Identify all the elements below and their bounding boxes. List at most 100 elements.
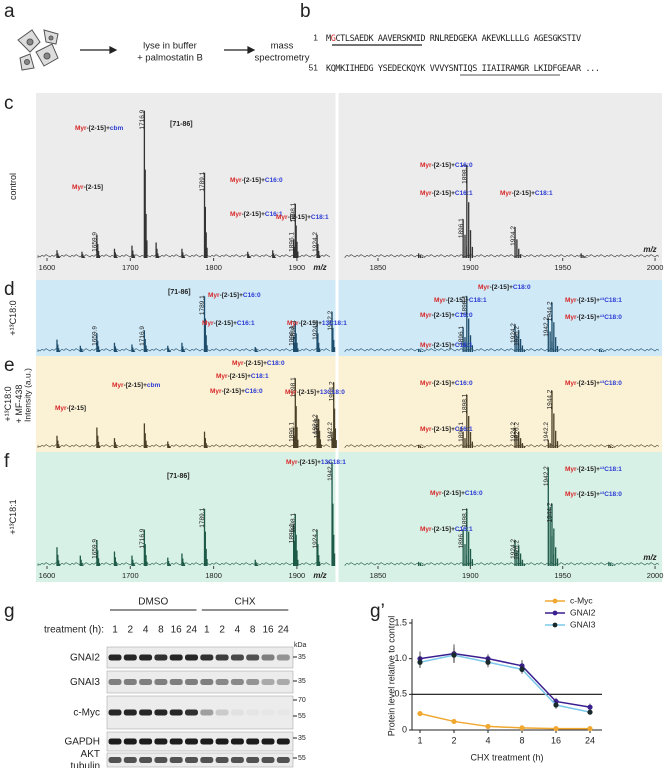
peak-label: 1924.2: [510, 323, 517, 343]
band: [154, 679, 168, 685]
x-tick-label: 1: [417, 735, 422, 745]
annotation-part: C16:0: [465, 490, 483, 497]
baseline-noise: [37, 444, 331, 448]
annotation-part: C18:1: [251, 373, 269, 380]
peak: [514, 324, 522, 352]
band: [154, 757, 168, 763]
x-tick-label: 1600: [39, 571, 56, 580]
series-line: [419, 712, 590, 730]
protein-label: AKT tubulin: [71, 749, 100, 768]
annotation-part: -[2-15]+: [577, 297, 601, 304]
peak-label: 1898.1: [462, 507, 469, 527]
peak: [293, 239, 297, 258]
protein-line: GNAI2: [70, 652, 100, 663]
annotation-part: -[2-15]+: [242, 211, 266, 218]
baseline-noise: [344, 254, 660, 258]
annotation-part: -[2-15]+: [442, 490, 466, 497]
annotation-part: Myr: [420, 342, 432, 349]
group-label: CHX: [234, 597, 255, 608]
protein-label: GAPDH: [64, 736, 100, 747]
annotation-part: Myr: [434, 297, 446, 304]
peak-label: 1942.2: [327, 310, 334, 330]
peak: [462, 219, 470, 258]
annotation-part: -[2-15]+: [220, 292, 244, 299]
peak: [551, 302, 559, 352]
legend-marker: [552, 610, 558, 616]
peak: [580, 253, 588, 258]
peak-annotation: Myr-[2-15]+C16:1: [420, 190, 473, 197]
peak: [131, 245, 136, 258]
peak-label: 1896.1: [458, 422, 465, 442]
peak: [167, 441, 171, 448]
annotation-part: Myr: [210, 388, 222, 395]
band: [169, 738, 183, 745]
annotation-part: C16:1: [455, 190, 473, 197]
peak: [203, 508, 208, 566]
band: [261, 757, 275, 763]
peak-label: 1716.9: [139, 528, 146, 548]
panel-label: g’: [370, 601, 385, 622]
annotation-part: ¹³C18:0: [600, 314, 622, 321]
annotation-part: C16:0: [243, 292, 261, 299]
sequence-part: G: [331, 34, 336, 44]
protein-line: tubulin: [71, 761, 100, 768]
peak: [294, 378, 299, 448]
annotation-part: -[2-15]+: [512, 190, 536, 197]
annotation-part: Myr: [430, 490, 442, 497]
band: [169, 654, 183, 661]
protein-label: c-Myc: [73, 707, 100, 718]
band: [246, 757, 260, 763]
peak: [79, 345, 84, 352]
annotation-part: -[2-15]+: [432, 426, 456, 433]
data-point: [451, 652, 457, 658]
band: [215, 679, 229, 685]
peak-label: 1942.2: [327, 461, 334, 481]
peak-label: 1944.2: [547, 389, 554, 409]
band: [230, 757, 244, 763]
band: [246, 679, 260, 685]
annotation-part: 13C18:1: [321, 459, 346, 466]
band: [246, 738, 260, 745]
blot: [106, 695, 294, 730]
peak: [96, 540, 101, 566]
annotation-part: -[2-15]+: [432, 526, 456, 533]
annotation-part: cbm: [110, 125, 124, 132]
band: [215, 738, 229, 745]
annotation-part: C16:1: [265, 211, 283, 218]
peak-label: 1898.1: [462, 164, 469, 184]
annotation-part: -[2-15]+: [214, 320, 238, 327]
band: [123, 757, 137, 763]
lane-label: 1: [112, 625, 118, 636]
annotation-part: C18:0: [267, 360, 285, 367]
annotation-part: -[2-15]+: [577, 466, 601, 473]
annotation-part: Myr: [565, 314, 577, 321]
peak-label: 1716.9: [139, 326, 146, 346]
annotation-part: Myr: [565, 297, 577, 304]
peak-label: 1898.1: [462, 393, 469, 413]
annotation-part: Myr: [287, 320, 299, 327]
peak-label: 1926.2: [513, 326, 520, 346]
x-tick-label: 1700: [122, 263, 139, 272]
data-point: [451, 718, 457, 725]
peak: [293, 524, 297, 566]
annotation-part: C16:1: [237, 320, 255, 327]
annotation-part: Myr: [230, 177, 242, 184]
legend-label: GNAI2: [570, 607, 596, 617]
annotation-part: C18:1: [535, 190, 553, 197]
peak-label: 1924.2: [312, 232, 319, 252]
annotation-part: -[2-15]+: [490, 284, 514, 291]
band: [169, 709, 183, 716]
band: [230, 709, 244, 716]
data-point: [485, 659, 491, 665]
peak: [272, 250, 276, 258]
x-tick-label: 1850: [370, 263, 387, 272]
x-tick-label: 1800: [205, 571, 222, 580]
x-axis-label: CHX treatment (h): [470, 752, 543, 762]
peak: [466, 296, 474, 352]
sequence-part: CTLSAEDK AAVERSKMID RNLREDGEKA AKEVKLLLL…: [335, 34, 581, 44]
annotation-part: -[2-15]+: [432, 162, 456, 169]
band: [108, 679, 122, 685]
sequence-line: KQMKIIHEDG YSEDECKQYK VVVYSNTIQS IIAIIRA…: [326, 64, 600, 74]
annotation-part: ¹³C18:0: [600, 491, 622, 498]
